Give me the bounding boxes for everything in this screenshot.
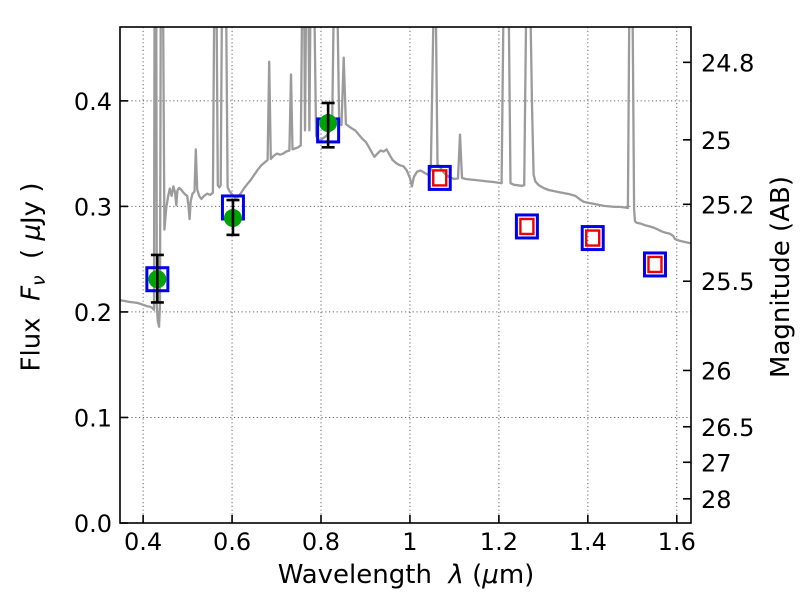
- y-tick-label-magnitude: 28: [701, 486, 732, 514]
- y-tick-label-magnitude: 25.5: [701, 268, 754, 296]
- model-photometry-square-red: [647, 255, 663, 274]
- lambda-symbol: λ: [448, 560, 464, 590]
- mu-symbol: μ: [482, 560, 499, 590]
- tick-marks: [120, 61, 691, 524]
- y-tick-label-flux: 0.3: [74, 193, 112, 221]
- x-tick-label: 1: [402, 528, 417, 556]
- y-tick-label-magnitude: 24.8: [701, 49, 754, 77]
- model-photometry-square-red: [585, 229, 601, 247]
- y-tick-label-magnitude: 27: [701, 449, 732, 477]
- y-axis-title-magnitude: Magnitude (AB): [766, 176, 796, 378]
- flux-label-text: Flux: [16, 300, 47, 372]
- flux-unit-close: Jy ): [16, 182, 47, 224]
- spectrum-line: [120, 27, 691, 328]
- y-tick-label-magnitude: 25: [701, 127, 732, 155]
- y-tick-label-magnitude: 26: [701, 357, 732, 385]
- y-tick-label-flux: 0.0: [74, 510, 112, 538]
- y-axis-title-flux: Flux Fν ( μJy ): [16, 183, 49, 372]
- flux-unit-open: (: [16, 240, 47, 276]
- x-axis-title: Wavelength λ (μm): [278, 560, 535, 590]
- x-tick-label: 1.6: [658, 528, 696, 556]
- x-axis-title-text: Wavelength: [277, 560, 449, 590]
- error-bars: [150, 101, 335, 304]
- y-tick-label-magnitude: 26.5: [701, 414, 754, 442]
- x-tick-label: 1.4: [569, 528, 607, 556]
- axes-frame: [119, 26, 692, 524]
- model-photometry-square-red: [519, 217, 535, 236]
- x-tick-label: 0.4: [124, 528, 162, 556]
- nu-subscript: ν: [28, 275, 50, 286]
- model-photometry-inner-squares: [432, 169, 663, 274]
- x-axis-unit-close: m): [498, 560, 535, 590]
- model-photometry-square-red: [432, 169, 448, 187]
- y-tick-label-flux: 0.2: [74, 299, 112, 327]
- x-tick-label: 1.2: [480, 528, 518, 556]
- y-tick-label-flux: 0.1: [74, 404, 112, 432]
- model-photometry-square-blue: [427, 164, 452, 191]
- x-tick-label: 0.8: [302, 528, 340, 556]
- model-photometry-squares: [145, 117, 667, 293]
- y-tick-label-flux: 0.4: [74, 88, 112, 116]
- flux-F-symbol: F: [16, 285, 47, 301]
- flux-mu-symbol: μ: [16, 223, 47, 241]
- gridlines: [120, 27, 691, 523]
- model-photometry-square-blue: [642, 251, 667, 278]
- x-axis-unit-open: (: [463, 560, 483, 590]
- model-photometry-square-blue: [514, 213, 539, 240]
- y-tick-label-magnitude: 25.2: [701, 191, 754, 219]
- x-tick-label: 0.6: [213, 528, 251, 556]
- model-photometry-square-blue: [580, 225, 605, 252]
